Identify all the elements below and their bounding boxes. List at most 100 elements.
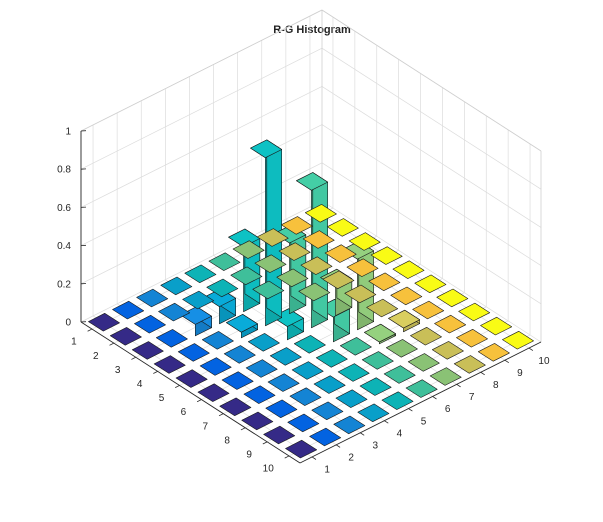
bar-top: [276, 268, 309, 288]
bar-top-face: [180, 306, 212, 325]
bar-2-7: [254, 254, 287, 273]
bar-10-8: [453, 355, 486, 374]
bar-9-6: [383, 365, 416, 384]
bar-top: [339, 337, 372, 356]
bar-top: [131, 341, 164, 360]
x-tick-mark: [360, 432, 365, 436]
bar-4-10: [370, 246, 403, 265]
y-tick-label: 2: [93, 351, 99, 362]
bar-1-8: [256, 228, 289, 247]
bar-top: [248, 333, 280, 352]
y-tick-label: 3: [115, 365, 121, 376]
bar-1-9: [280, 216, 313, 235]
bar-top: [502, 330, 534, 350]
grid-lines: [80, 9, 542, 458]
x-tick-mark: [456, 384, 461, 388]
bar-3-8: [300, 256, 333, 275]
bar-8-5: [337, 363, 370, 382]
bar-top: [383, 365, 416, 384]
bar-8-7: [385, 339, 418, 358]
bar-top: [366, 298, 399, 318]
bar-top: [324, 244, 357, 263]
bar-top-face: [226, 314, 258, 333]
x-tick-label: 9: [517, 368, 523, 379]
bar-top: [287, 413, 320, 433]
bar-5-9: [368, 272, 401, 292]
wall-grid-line: [321, 200, 542, 343]
bar-2-1: [110, 327, 142, 346]
bar-1-3: [136, 288, 169, 308]
bar-5-2: [199, 357, 232, 376]
bar-top: [300, 256, 333, 275]
bar-8-2: [265, 399, 298, 419]
bar-top: [392, 260, 425, 279]
bar-5-10: [392, 260, 425, 279]
bar-top: [265, 399, 298, 419]
bar-8-3: [289, 387, 322, 406]
bar-7-3: [267, 373, 300, 392]
bar-7-4: [291, 361, 324, 380]
bar-9-5: [359, 377, 392, 396]
bar-top: [182, 290, 215, 310]
bar-3-9: [324, 244, 357, 263]
bar-top: [298, 282, 331, 302]
bar-8-9: [434, 314, 467, 334]
x-tick-label: 1: [324, 465, 330, 476]
wall-grid-line: [321, 162, 542, 305]
bar-6-1: [197, 383, 230, 402]
x-tick-label: 8: [493, 380, 499, 391]
bar-top: [436, 288, 469, 308]
x-tick-label: 6: [445, 404, 451, 415]
bar-top-face: [250, 139, 283, 158]
bar-7-7: [364, 323, 396, 345]
bar-5-4: [248, 333, 280, 352]
bar-top: [219, 397, 252, 417]
x-axis-line: [299, 341, 542, 464]
bar-top: [304, 204, 337, 223]
bar-10-5: [381, 391, 414, 410]
bar-3-3: [180, 306, 212, 337]
bar-8-6: [361, 351, 394, 370]
bar-top: [337, 363, 370, 382]
y-tick-mark: [196, 399, 202, 403]
wall-grid-line: [80, 47, 323, 170]
bar-top: [289, 387, 322, 406]
bar-top: [348, 232, 381, 251]
bar-10-3: [333, 415, 366, 435]
bar-5-3: [223, 345, 256, 364]
bar-5-1: [175, 369, 208, 388]
bar-top: [431, 341, 464, 360]
bar-1-7: [232, 240, 265, 259]
bar-top: [385, 339, 418, 358]
y-tick-mark: [175, 385, 180, 388]
bar-2-4: [182, 290, 215, 310]
bar-top: [252, 280, 285, 300]
bar-top-face: [296, 172, 329, 191]
bar-1-1: [88, 312, 120, 332]
bar-top: [223, 345, 256, 364]
x-tick-label: 5: [421, 416, 427, 427]
z-tick-label: 1: [65, 127, 71, 138]
bar-top: [134, 314, 166, 334]
y-tick-label: 1: [71, 337, 77, 348]
bar-top: [197, 383, 230, 402]
y-tick-mark: [262, 441, 268, 445]
bar-4-3: [202, 331, 234, 350]
bar-top: [199, 357, 232, 376]
bar-top: [175, 369, 208, 388]
bar-top: [267, 373, 300, 392]
bar-10-2: [309, 427, 342, 447]
x-tick-mark: [480, 371, 485, 376]
bar-6-5: [293, 335, 326, 354]
box-edge: [321, 9, 542, 152]
bar-top: [160, 276, 193, 296]
bar-top: [256, 228, 289, 247]
bar-7-8: [388, 309, 421, 333]
y-tick-label: 8: [224, 435, 230, 446]
bar-1-2: [112, 300, 144, 320]
bar-top: [291, 361, 324, 380]
bar-7-10: [436, 288, 469, 308]
bar-top: [453, 355, 486, 374]
x-tick-mark: [384, 420, 389, 424]
bar-top: [412, 300, 445, 320]
